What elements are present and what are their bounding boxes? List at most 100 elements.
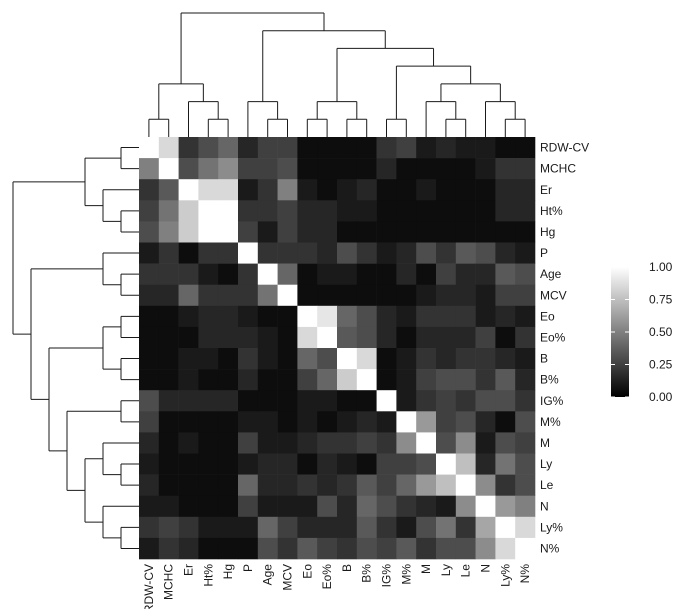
heatmap-cell-Eo%-M% [396,326,417,349]
heatmap-cell-IG%-MCHC [158,390,179,412]
heatmap-cell-Ly%-Eo [297,516,318,539]
heatmap-cell-B%-Age [257,369,278,391]
heatmap-cell-B-M [416,348,437,370]
heatmap-cell-RDW-CV-Er [178,137,199,159]
heatmap-cell-P-Er [178,242,199,264]
heatmap-cell-Ly-IG% [376,453,397,475]
heatmap-cell-M-Ly [436,432,457,454]
heatmap-cell-Age-N [475,263,496,285]
heatmap-cell-Eo%-MCV [277,326,298,349]
heatmap-cell-Ly%-M% [396,516,417,539]
heatmap-cell-MCV-Ly% [495,284,516,307]
heatmap-cell-N-Eo% [317,495,338,518]
heatmap-cell-Le-N% [515,474,536,496]
heatmap-cell-B%-Ly% [495,369,516,391]
heatmap-cell-Eo%-Hg [218,326,239,349]
heatmap-cell-B%-MCHC [158,369,179,391]
heatmap-cell-Age-MCV [277,263,298,285]
heatmap-cell-RDW-CV-IG% [376,137,397,159]
heatmap-cell-Age-MCHC [158,263,179,285]
heatmap-cell-Er-N [475,179,496,201]
heatmap-cell-MCV-Ly [436,284,457,307]
heatmap-cell-MCV-Eo% [317,284,338,307]
heatmap-cell-B%-Ly [436,369,457,391]
heatmap-cell-B-Ht% [198,348,219,370]
heatmap-cell-B-Age [257,348,278,370]
heatmap-cell-P-M [416,242,437,264]
heatmap-cell-IG%-IG% [376,390,397,412]
heatmap-cell-B-B% [356,348,377,370]
heatmap-cell-M%-N% [515,411,536,433]
heatmap-cell-Hg-M% [396,221,417,243]
heatmap-cell-MCV-IG% [376,284,397,307]
row-label-Hg: Hg [540,225,555,239]
heatmap-cell-Hg-IG% [376,221,397,243]
heatmap-cell-M%-MCHC [158,411,179,433]
column-labels: RDW-CV MCHC Er Ht% Hg P Age MCV Eo Eo% B B% IG% M% M Ly… [142,564,532,609]
row-label-RDW-CV: RDW-CV [540,141,589,155]
heatmap-cell-MCHC-Age [257,158,278,180]
heatmap-cell-N%-Le [455,537,476,560]
heatmap-cell-N%-P [238,537,259,560]
column-label-M%: M% [399,564,413,585]
heatmap-cell-N%-Age [257,537,278,560]
heatmap-cells [139,137,536,560]
heatmap-cell-P-Ly% [495,242,516,264]
heatmap-cell-Ht%-B% [356,200,377,222]
heatmap-cell-Er-Eo% [317,179,338,201]
heatmap-cell-Eo%-MCHC [158,326,179,349]
heatmap-cell-N%-Ly [436,537,457,560]
heatmap-cell-B%-B [337,369,358,391]
heatmap-cell-Ly%-P [238,516,259,539]
heatmap-cell-Eo%-P [238,326,259,349]
heatmap-cell-Hg-Ly% [495,221,516,243]
row-label-N: N [540,499,549,513]
heatmap-cell-Eo%-M [416,326,437,349]
heatmap-cell-M-Age [257,432,278,454]
heatmap-cell-Ht%-M% [396,200,417,222]
heatmap-cell-Ht%-Ht% [198,200,219,222]
heatmap-cell-MCV-RDW-CV [139,284,160,307]
heatmap-cell-RDW-CV-MCV [277,137,298,159]
heatmap-cell-Age-Age [257,263,278,285]
heatmap-cell-Ly%-RDW-CV [139,516,160,539]
row-label-P: P [540,246,548,260]
heatmap-cell-Ht%-Eo [297,200,318,222]
heatmap-cell-RDW-CV-Ly [436,137,457,159]
heatmap-cell-MCV-Ht% [198,284,219,307]
heatmap-cell-Age-B% [356,263,377,285]
heatmap-cell-M%-B% [356,411,377,433]
row-label-Eo: Eo [540,309,555,323]
heatmap-cell-M%-RDW-CV [139,411,160,433]
heatmap-cell-B%-IG% [376,369,397,391]
heatmap-cell-Ly-Ly [436,453,457,475]
column-label-MCHC: MCHC [162,564,176,600]
heatmap-cell-IG%-Eo% [317,390,338,412]
heatmap-cell-Eo%-Ly% [495,326,516,349]
color-legend-ticks: 0.00 0.25 0.50 0.75 1.00 [611,260,673,404]
heatmap-cell-Age-M [416,263,437,285]
heatmap-cell-Eo%-B [337,326,358,349]
heatmap-cell-Ly%-B [337,516,358,539]
heatmap-cell-Ly%-Ly [436,516,457,539]
heatmap-cell-RDW-CV-Ly% [495,137,516,159]
heatmap-cell-Age-RDW-CV [139,263,160,285]
heatmap-cell-Er-M [416,179,437,201]
heatmap-cell-P-Eo% [317,242,338,264]
heatmap-cell-B-IG% [376,348,397,370]
heatmap-cell-Ly%-MCV [277,516,298,539]
heatmap-cell-N-P [238,495,259,518]
heatmap-cell-N-Ht% [198,495,219,518]
heatmap-cell-Hg-MCV [277,221,298,243]
heatmap-cell-M-N [475,432,496,454]
heatmap-cell-Ly%-B% [356,516,377,539]
heatmap-cell-MCHC-Ht% [198,158,219,180]
heatmap-cell-N%-N [475,537,496,560]
heatmap-cell-Ly-Le [455,453,476,475]
heatmap-cell-Hg-MCHC [158,221,179,243]
heatmap-cell-M-N% [515,432,536,454]
legend-tick-label: 1.00 [649,260,673,274]
heatmap-cell-RDW-CV-P [238,137,259,159]
heatmap-cell-Le-B [337,474,358,496]
